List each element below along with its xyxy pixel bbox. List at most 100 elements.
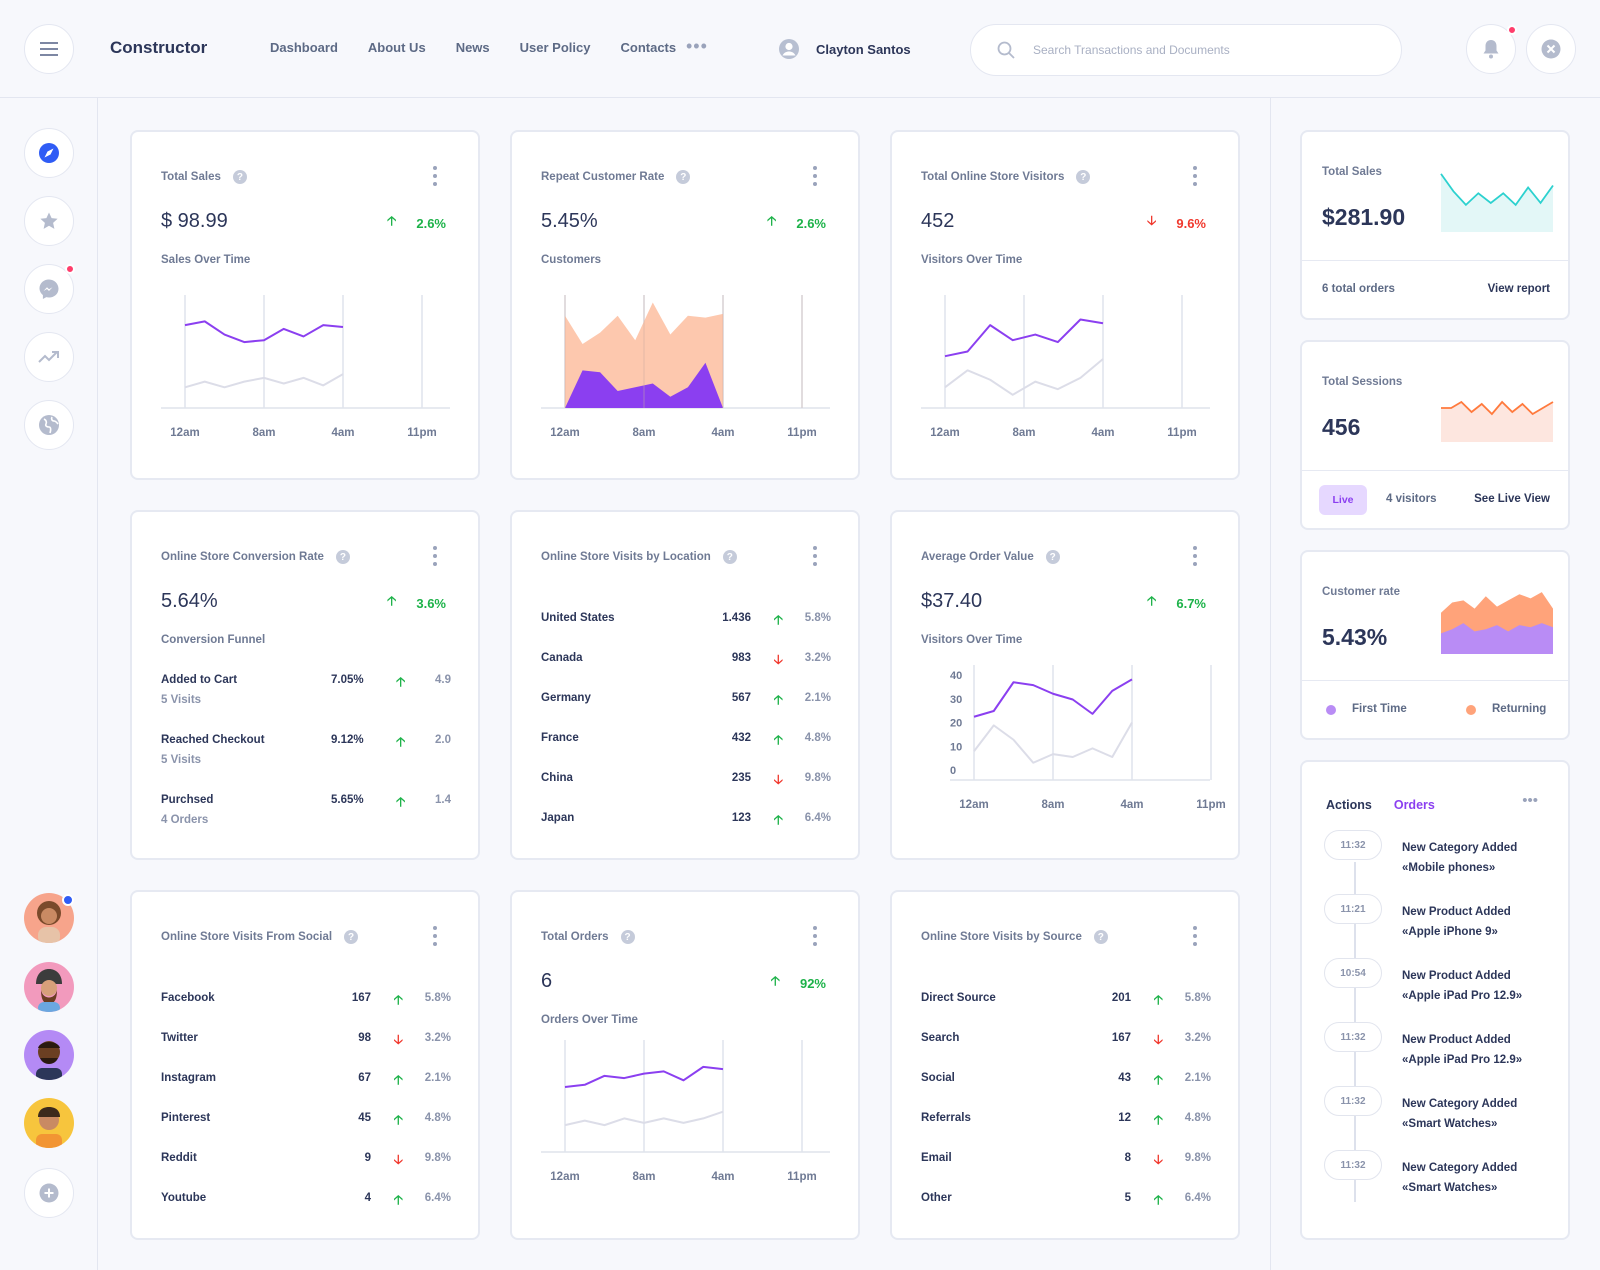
help-icon[interactable]: ? — [335, 550, 350, 564]
item-value: 67 — [358, 1072, 371, 1084]
help-icon[interactable]: ? — [344, 930, 359, 944]
sidebar-messages[interactable] — [24, 264, 75, 314]
card-menu-icon[interactable] — [812, 926, 818, 946]
legend-first: First Time — [1352, 703, 1407, 715]
nav-news[interactable]: News — [455, 40, 490, 55]
card-title-text: Online Store Visits From Social — [161, 931, 333, 943]
item-value: 98 — [358, 1032, 371, 1044]
card-menu-icon[interactable] — [812, 166, 818, 186]
item-value: 12 — [1118, 1112, 1131, 1124]
right-label: Total Sessions — [1322, 376, 1403, 388]
item-name: Direct Source — [921, 992, 996, 1004]
sidebar-analytics[interactable] — [24, 332, 74, 382]
item-value: 235 — [731, 772, 751, 784]
right-value: $281.90 — [1322, 204, 1406, 230]
nav-about-us[interactable]: About Us — [367, 40, 426, 55]
nav-dashboard[interactable]: Dashboard — [270, 40, 338, 55]
arrow-up-icon: 🡡 — [1153, 1192, 1163, 1207]
x-tick-label: 11pm — [407, 427, 436, 439]
help-icon[interactable]: ? — [620, 930, 635, 944]
item-name: Canada — [541, 652, 583, 664]
card-menu-icon[interactable] — [432, 546, 438, 566]
tab-actions[interactable]: Actions — [1326, 798, 1372, 812]
help-icon[interactable]: ? — [1076, 170, 1091, 184]
card-footer: Live 4 visitors See Live View — [1302, 470, 1568, 515]
help-icon[interactable]: ? — [1045, 550, 1060, 564]
help-icon[interactable]: ? — [722, 550, 737, 564]
card-title: Online Store Visits by Location? — [541, 550, 737, 564]
search-input[interactable] — [1033, 43, 1363, 57]
card-menu-icon[interactable] — [1192, 926, 1198, 946]
card-subtitle: Sales Over Time — [161, 254, 251, 266]
live-view-link[interactable]: See Live View — [1474, 493, 1550, 505]
timeline-text: New Product Added «Apple iPhone 9» — [1402, 902, 1511, 942]
help-icon[interactable]: ? — [676, 170, 691, 184]
list-item: Youtube 4 🡡 6.4% — [161, 1192, 451, 1232]
sidebar-explore[interactable] — [24, 128, 74, 178]
avatar-2[interactable] — [24, 962, 74, 1012]
avatar-3[interactable] — [24, 1030, 74, 1080]
item-name: Social — [921, 1072, 955, 1084]
list-item: United States 1.436 🡡 5.8% — [541, 612, 831, 652]
x-tick-label: 4am — [331, 427, 354, 439]
card-menu-icon[interactable] — [432, 166, 438, 186]
list-item: China 235 🡣 9.8% — [541, 772, 831, 812]
timeline-more-icon[interactable]: ••• — [1522, 792, 1538, 809]
help-icon[interactable]: ? — [1093, 930, 1108, 944]
item-name: China — [541, 772, 573, 784]
card-title-text: Online Store Conversion Rate — [161, 551, 324, 563]
timeline-line2: «Smart Watches» — [1402, 1118, 1498, 1130]
tab-orders[interactable]: Orders — [1393, 798, 1435, 812]
arrow-up-icon: 🡡 — [773, 812, 783, 827]
card-title-text: Total Sales — [161, 171, 221, 183]
nav-contacts[interactable]: Contacts — [620, 40, 677, 55]
nav-more-icon[interactable]: ••• — [686, 36, 708, 56]
funnel-pct: 5.65% — [331, 794, 364, 806]
view-report-link[interactable]: View report — [1487, 283, 1550, 295]
arrow-up-icon: 🡡 — [396, 734, 406, 749]
sidebar-favorites[interactable] — [24, 196, 74, 246]
visitors-over-time-chart: 12am 8am 4am 11pm — [921, 295, 1210, 439]
aov-chart: 12am 8am 4am 11pm 40 30 20 10 0 — [950, 665, 1226, 811]
item-pct: 9.8% — [804, 772, 831, 784]
avatar-1[interactable] — [24, 893, 74, 943]
timeline-time: 11:32 — [1324, 830, 1382, 860]
card-menu-icon[interactable] — [812, 546, 818, 566]
list-item: Germany 567 🡡 2.1% — [541, 692, 831, 732]
item-pct: 2.1% — [424, 1072, 451, 1084]
funnel-row: Reached Checkout 5 Visits 9.12% 🡡 2.0 — [161, 734, 451, 794]
user-profile[interactable]: Clayton Santos — [778, 38, 911, 60]
item-pct: 5.8% — [804, 612, 831, 624]
timeline-line2: «Mobile phones» — [1402, 862, 1496, 874]
item-pct: 5.8% — [424, 992, 451, 1004]
card-title-text: Online Store Visits by Source — [921, 931, 1082, 943]
source-list: Direct Source 201 🡡 5.8% Search 167 🡣 3.2% Socia… — [921, 992, 1211, 1232]
card-title-text: Repeat Customer Rate — [541, 171, 665, 183]
item-value: 45 — [358, 1112, 371, 1124]
card-delta: 🡡 2.6% — [387, 212, 446, 234]
notifications-button[interactable] — [1466, 24, 1517, 74]
card-menu-icon[interactable] — [1192, 166, 1198, 186]
arrow-up-icon: 🡡 — [1153, 992, 1163, 1007]
star-icon — [40, 212, 58, 229]
arrow-up-icon: 🡡 — [387, 593, 397, 608]
card-subtitle: Conversion Funnel — [161, 634, 266, 646]
avatar-4[interactable] — [24, 1098, 74, 1148]
sidebar-globe[interactable] — [24, 400, 74, 450]
card-menu-icon[interactable] — [1192, 546, 1198, 566]
item-pct: 4.8% — [424, 1112, 451, 1124]
card-title-text: Average Order Value — [921, 551, 1034, 563]
bell-icon — [1483, 40, 1499, 59]
compass-icon — [39, 143, 59, 163]
close-button[interactable] — [1526, 24, 1576, 74]
help-icon[interactable]: ? — [232, 170, 247, 184]
item-pct: 2.1% — [1184, 1072, 1211, 1084]
card-menu-icon[interactable] — [432, 926, 438, 946]
add-user-button[interactable] — [24, 1168, 74, 1218]
item-name: Pinterest — [161, 1112, 211, 1124]
nav-user-policy[interactable]: User Policy — [519, 40, 591, 55]
menu-button[interactable] — [24, 24, 74, 74]
arrow-up-icon: 🡡 — [396, 674, 406, 689]
timeline-line1: New Product Added — [1402, 906, 1511, 918]
item-pct: 3.2% — [1184, 1032, 1211, 1044]
